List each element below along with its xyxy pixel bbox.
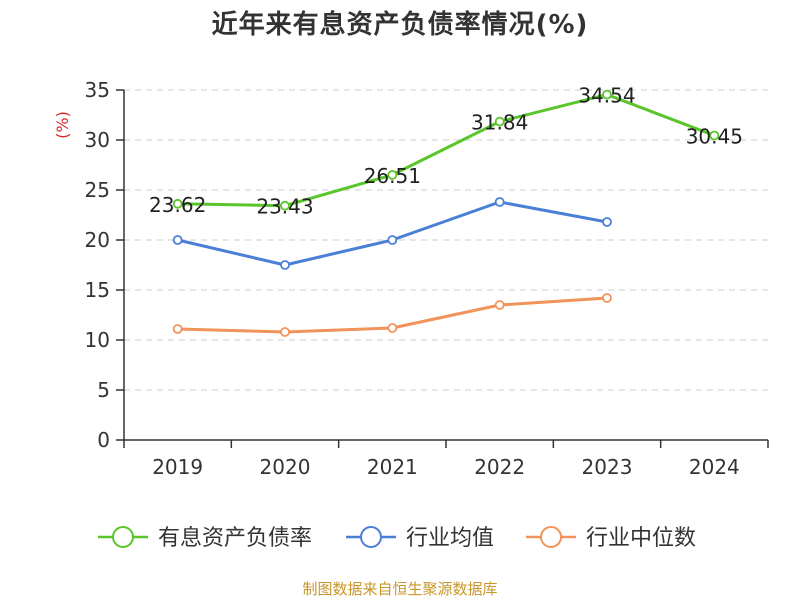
data-label: 23.43 <box>256 195 313 219</box>
series-line <box>177 200 608 267</box>
legend-marker <box>360 526 382 548</box>
legend-marker <box>112 526 134 548</box>
series-lines <box>172 89 720 337</box>
legend-label: 有息资产负债率 <box>158 526 312 551</box>
y-tick-label: 30 <box>85 128 110 152</box>
data-point <box>280 327 290 337</box>
x-tick-label: 2019 <box>152 455 203 479</box>
data-label: 26.51 <box>364 164 421 188</box>
data-point <box>172 235 183 245</box>
y-tick-label: 25 <box>85 178 110 202</box>
data-point <box>602 217 612 227</box>
data-point <box>602 89 612 100</box>
data-point <box>387 169 398 180</box>
y-tick-label: 15 <box>85 278 110 302</box>
y-tick-label: 10 <box>85 328 110 352</box>
series-line <box>177 93 715 208</box>
y-tick-label: 35 <box>85 78 110 102</box>
data-point <box>494 197 505 207</box>
data-label: 30.45 <box>686 125 743 149</box>
x-tick-label: 2020 <box>260 455 311 479</box>
source-note: 制图数据来自恒生聚源数据库 <box>302 580 498 598</box>
data-point <box>280 260 290 270</box>
legend: 有息资产负债率 行业均值 行业中位数 <box>98 526 696 551</box>
data-point <box>602 293 612 303</box>
data-point <box>280 200 290 211</box>
y-tick-label: 0 <box>97 428 110 452</box>
data-label: 23.62 <box>149 193 206 217</box>
y-tick-label: 5 <box>97 378 110 402</box>
y-axis-unit: (%) <box>53 111 72 139</box>
chart-title: 近年来有息资产负债率情况(%) <box>211 10 589 40</box>
data-point <box>172 198 183 209</box>
data-label: 34.54 <box>578 84 635 108</box>
data-point <box>387 323 398 333</box>
y-tick-label: 20 <box>85 228 110 252</box>
data-point <box>709 130 720 141</box>
legend-label: 行业均值 <box>406 526 494 551</box>
data-point <box>494 300 505 310</box>
data-point <box>172 324 183 334</box>
x-tick-label: 2022 <box>474 455 525 479</box>
x-tick-label: 2023 <box>582 455 633 479</box>
legend-label: 行业中位数 <box>586 526 696 551</box>
x-tick-label: 2021 <box>367 455 418 479</box>
legend-marker <box>540 526 562 548</box>
x-tick-label: 2024 <box>689 455 740 479</box>
data-labels: 23.62 23.43 26.51 31.84 34.54 30.45 <box>149 84 743 219</box>
data-point <box>387 235 398 245</box>
grid-lines <box>124 89 768 391</box>
data-label: 31.84 <box>471 111 528 135</box>
data-point <box>494 116 505 127</box>
axes: 0 5 10 15 20 25 30 35 2019 2020 2021 2022 2023 2024 (%… <box>53 78 769 479</box>
